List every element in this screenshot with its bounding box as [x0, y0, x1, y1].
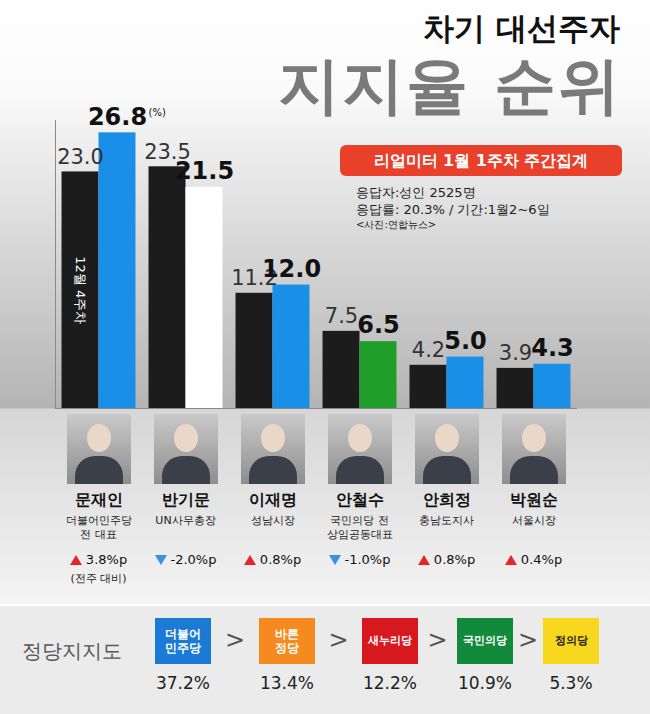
svg-text:23.0: 23.0: [57, 145, 104, 169]
html-text:성남시장: 성남시장: [250, 514, 295, 527]
html-text:서울시장: 서울시장: [511, 514, 556, 527]
svg-text:5.0: 5.0: [444, 327, 487, 355]
html-text:전 대표: 전 대표: [80, 528, 117, 541]
html-text:반기문: 반기문: [161, 490, 210, 509]
html-text:안철수: 안철수: [335, 490, 384, 509]
svg-text:4.2: 4.2: [412, 338, 445, 362]
svg-text:6.5: 6.5: [357, 311, 400, 339]
html-text:안희정: 안희정: [422, 490, 471, 509]
html-text:0.8%p: 0.8%p: [433, 552, 476, 567]
html-text:더불어민주당: 더불어민주당: [65, 514, 132, 527]
html-text:박원순: 박원순: [509, 490, 558, 509]
svg-text:3.9: 3.9: [499, 341, 532, 365]
html-text:5.3%: 5.3%: [549, 673, 593, 693]
html-text:-1.0%p: -1.0%p: [344, 552, 391, 567]
html-text:13.4%: 13.4%: [260, 673, 314, 693]
svg-text:11.2: 11.2: [231, 266, 278, 290]
html-text:더불어: 더불어: [165, 627, 201, 641]
html-text:리얼미터 1월 1주차 주간집계: 리얼미터 1월 1주차 주간집계: [373, 151, 589, 170]
svg-text:12.0: 12.0: [262, 255, 321, 283]
html-text:바른: 바른: [275, 627, 299, 641]
svg-text:4.3: 4.3: [531, 334, 574, 362]
html-text:정의당: 정의당: [554, 634, 588, 647]
html-text:(전주 대비): (전주 대비): [70, 572, 127, 585]
html-text:응답자:성인 2525명: 응답자:성인 2525명: [356, 185, 476, 200]
svg-text:(%): (%): [148, 107, 165, 118]
svg-text:7.5: 7.5: [325, 304, 358, 328]
html-text:UN사무총장: UN사무총장: [155, 514, 216, 527]
html-text:이재명: 이재명: [248, 490, 297, 509]
html-text:새누리당: 새누리당: [368, 634, 412, 647]
html-text:정당: 정당: [275, 641, 299, 655]
html-text:응답률: 20.3% / 기간:1월2~6일: 응답률: 20.3% / 기간:1월2~6일: [356, 202, 550, 217]
html-text:-2.0%p: -2.0%p: [170, 552, 217, 567]
svg-text:12월 4주차: 12월 4주차: [73, 256, 88, 324]
html-text:0.8%p: 0.8%p: [259, 552, 302, 567]
html-text:정당지지도: 정당지지도: [22, 639, 122, 663]
html-text:민주당: 민주당: [165, 641, 201, 655]
html-text:0.4%p: 0.4%p: [520, 552, 563, 567]
svg-text:26.8: 26.8: [88, 103, 147, 131]
html-text:37.2%: 37.2%: [156, 673, 210, 693]
html-text:국민의당 전: 국민의당 전: [330, 514, 389, 527]
html-text:국민의당: 국민의당: [463, 634, 507, 647]
html-text:충남도지사: 충남도지사: [419, 514, 474, 527]
html-text:10.9%: 10.9%: [458, 673, 512, 693]
svg-text:21.5: 21.5: [175, 157, 234, 185]
svg-text:23.5: 23.5: [144, 139, 191, 164]
html-text:<사진:연합뉴스>: <사진:연합뉴스>: [356, 219, 437, 230]
html-text:3.8%p: 3.8%p: [85, 552, 128, 567]
html-text:차기 대선주자: 차기 대선주자: [423, 10, 620, 46]
html-text:상임공동대표: 상임공동대표: [326, 528, 393, 541]
html-text:문재인: 문재인: [74, 490, 123, 509]
html-text:12.2%: 12.2%: [363, 673, 417, 693]
html-text:지지율 순위: 지지율 순위: [278, 49, 622, 122]
